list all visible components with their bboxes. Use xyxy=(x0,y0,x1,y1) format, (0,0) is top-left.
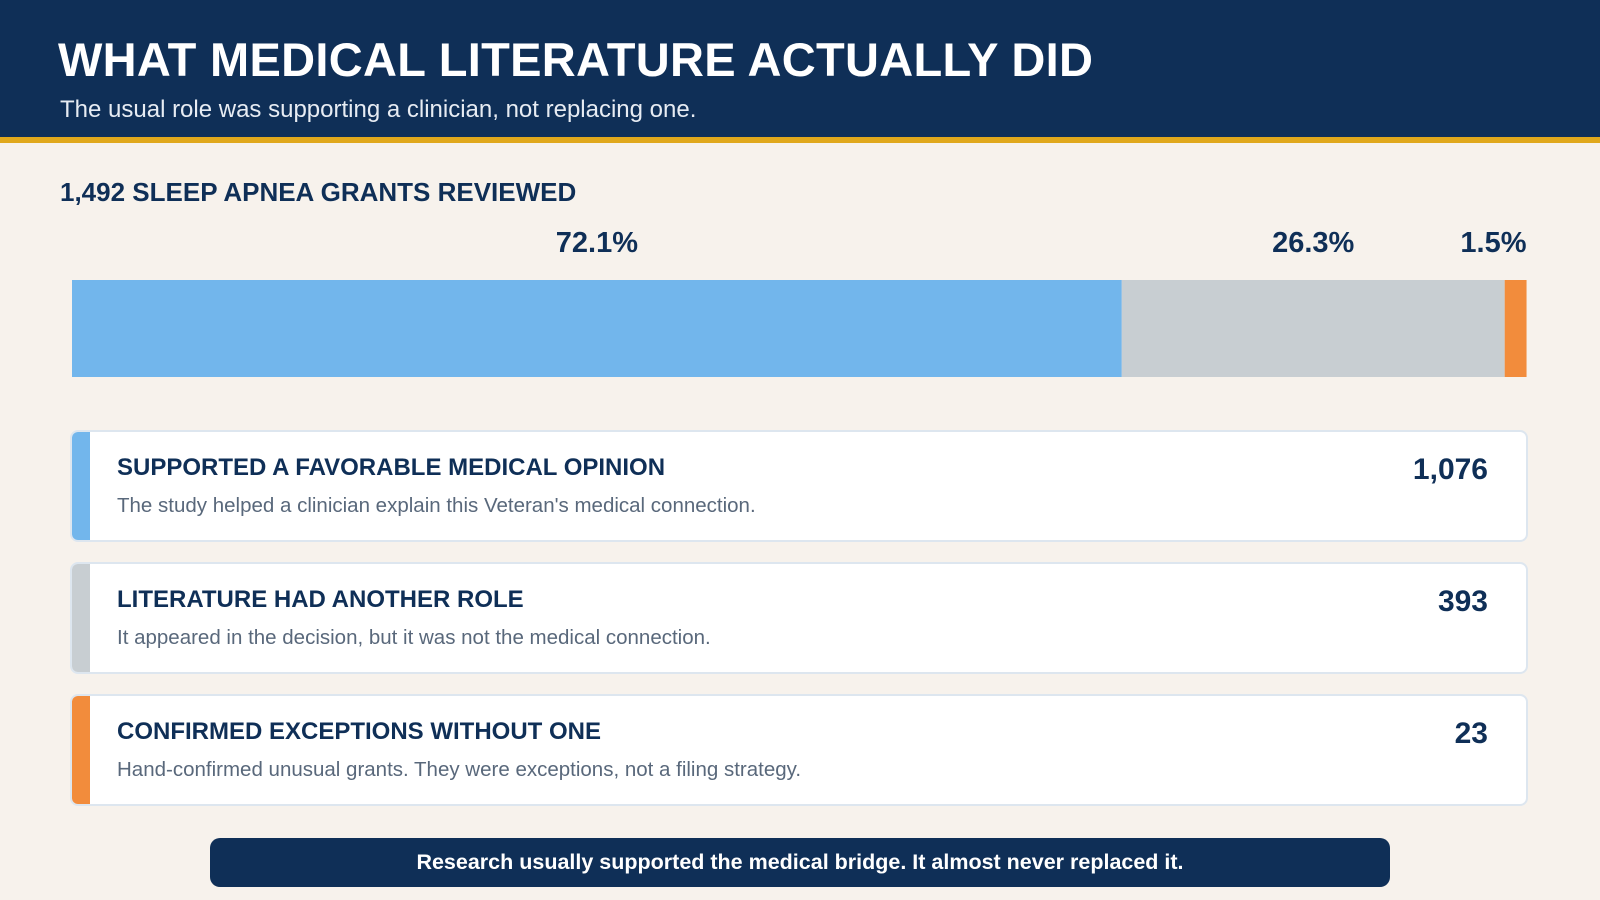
card-description: The study helped a clinician explain thi… xyxy=(117,494,756,517)
stacked-bar-chart: 72.1% 26.3% 1.5% xyxy=(72,227,1527,377)
card-color-stripe xyxy=(72,564,90,672)
page-subtitle: The usual role was supporting a clinicia… xyxy=(60,96,697,123)
card-description: It appeared in the decision, but it was … xyxy=(117,626,711,649)
bar-segment-3 xyxy=(1504,280,1527,377)
card-another-role: LITERATURE HAD ANOTHER ROLE It appeared … xyxy=(70,562,1528,674)
card-count: 23 xyxy=(1454,717,1488,750)
bar-segment-2 xyxy=(1121,280,1505,377)
chart-title: 1,492 SLEEP APNEA GRANTS REVIEWED xyxy=(60,177,577,207)
card-title: SUPPORTED A FAVORABLE MEDICAL OPINION xyxy=(117,454,666,481)
card-count: 1,076 xyxy=(1412,453,1488,486)
card-title: CONFIRMED EXCEPTIONS WITHOUT ONE xyxy=(117,718,602,745)
bar-data-label-2: 26.3% xyxy=(1272,227,1354,259)
bar-segment-1 xyxy=(72,280,1122,377)
bar-data-label-3: 1.5% xyxy=(1460,227,1526,259)
card-color-stripe xyxy=(72,696,90,804)
bar-data-label-1: 72.1% xyxy=(556,227,638,259)
card-color-stripe xyxy=(72,432,90,540)
page-title: WHAT MEDICAL LITERATURE ACTUALLY DID xyxy=(58,33,1094,86)
card-description: Hand-confirmed unusual grants. They were… xyxy=(117,758,802,781)
card-supported-opinion: SUPPORTED A FAVORABLE MEDICAL OPINION Th… xyxy=(70,430,1528,542)
card-confirmed-exceptions: CONFIRMED EXCEPTIONS WITHOUT ONE Hand-co… xyxy=(70,694,1528,806)
footer-banner: Research usually supported the medical b… xyxy=(210,838,1390,887)
card-title: LITERATURE HAD ANOTHER ROLE xyxy=(117,586,524,613)
header-banner: WHAT MEDICAL LITERATURE ACTUALLY DID The… xyxy=(0,0,1600,143)
card-count: 393 xyxy=(1437,585,1488,618)
